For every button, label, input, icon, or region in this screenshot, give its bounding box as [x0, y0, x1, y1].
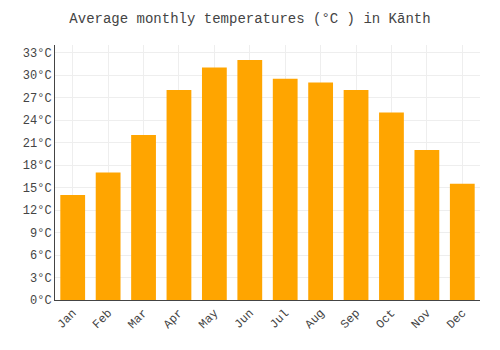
svg-text:30°C: 30°C: [23, 69, 52, 83]
svg-text:24°C: 24°C: [23, 114, 52, 128]
svg-text:Mar: Mar: [125, 307, 150, 332]
svg-text:6°C: 6°C: [30, 249, 52, 263]
svg-text:Sep: Sep: [338, 307, 363, 332]
svg-text:33°C: 33°C: [23, 47, 52, 61]
svg-text:Average monthly temperatures (: Average monthly temperatures (°C ) in Kā…: [69, 11, 430, 27]
svg-text:12°C: 12°C: [23, 204, 52, 218]
svg-text:Jan: Jan: [55, 307, 80, 332]
svg-text:Dec: Dec: [444, 307, 469, 332]
svg-text:15°C: 15°C: [23, 182, 52, 196]
svg-text:Jun: Jun: [232, 307, 257, 332]
svg-text:3°C: 3°C: [30, 272, 52, 286]
svg-text:0°C: 0°C: [30, 294, 52, 308]
svg-text:May: May: [196, 307, 221, 332]
svg-text:Jul: Jul: [267, 307, 292, 332]
svg-text:9°C: 9°C: [30, 227, 52, 241]
svg-text:18°C: 18°C: [23, 159, 52, 173]
svg-text:Oct: Oct: [373, 307, 398, 332]
svg-text:Feb: Feb: [90, 307, 115, 332]
svg-text:Apr: Apr: [161, 307, 186, 332]
svg-text:27°C: 27°C: [23, 92, 52, 106]
svg-text:Aug: Aug: [303, 307, 328, 332]
svg-text:21°C: 21°C: [23, 137, 52, 151]
svg-text:Nov: Nov: [409, 307, 434, 332]
